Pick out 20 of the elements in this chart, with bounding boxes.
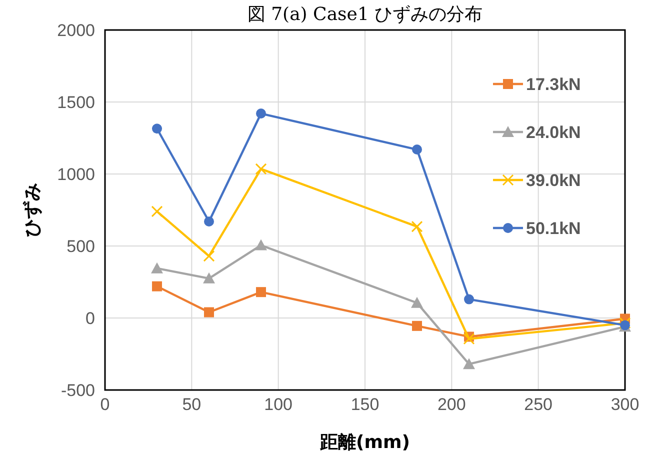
y-tick-label: -500 bbox=[60, 381, 95, 400]
y-tick-label: 1500 bbox=[57, 93, 95, 112]
x-tick-label: 150 bbox=[350, 395, 380, 414]
x-tick-label: 0 bbox=[100, 395, 110, 414]
y-tick-label: 500 bbox=[66, 237, 95, 256]
y-tick-label: 1000 bbox=[57, 165, 95, 184]
chart-title: 図 7(a) Case1 ひずみの分布 bbox=[247, 4, 483, 25]
legend-label: 39.0kN bbox=[526, 171, 581, 190]
y-tick-label: 0 bbox=[86, 309, 95, 328]
x-axis-title: 距離(mm) bbox=[319, 432, 410, 453]
y-axis-title: ひずみ bbox=[22, 183, 43, 237]
y-tick-label: 2000 bbox=[57, 21, 95, 40]
legend-label: 24.0kN bbox=[526, 123, 581, 142]
x-tick-label: 100 bbox=[264, 395, 293, 414]
legend-label: 17.3kN bbox=[526, 75, 581, 94]
x-tick-label: 50 bbox=[182, 395, 202, 414]
x-tick-label: 250 bbox=[524, 395, 553, 414]
x-tick-label: 200 bbox=[437, 395, 466, 414]
x-tick-label: 300 bbox=[610, 395, 640, 414]
legend-label: 50.1kN bbox=[526, 219, 581, 238]
